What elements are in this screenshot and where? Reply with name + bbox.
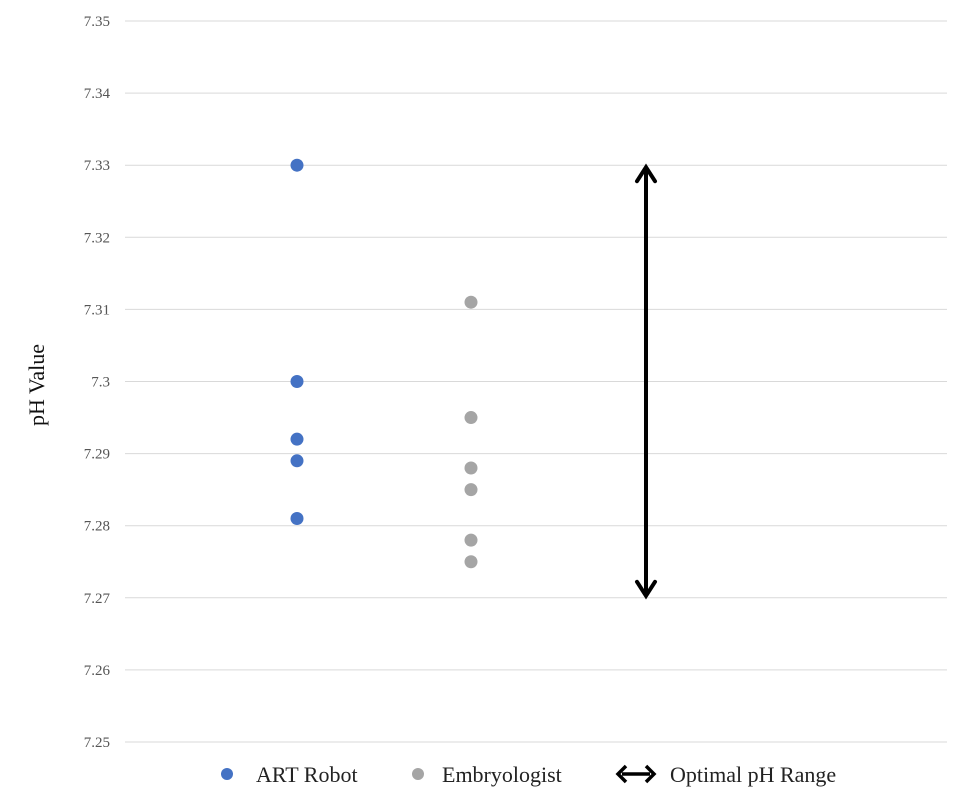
data-point [290,454,304,468]
data-point [290,432,304,446]
data-point [464,533,478,547]
legend-item: Optimal pH Range [615,762,836,787]
y-tick-label: 7.27 [84,591,111,607]
legend-marker [412,768,424,780]
y-tick-label: 7.35 [84,14,110,30]
legend-arrow-head-left [615,764,628,784]
data-point [464,461,478,475]
series-0 [290,158,304,525]
data-point [464,483,478,497]
gridlines [125,20,947,743]
data-point [290,511,304,525]
range-arrow-head-bottom [635,579,657,600]
range-arrow-head-top [635,163,657,184]
legend-item: ART Robot [221,762,358,787]
data-point [464,555,478,569]
y-tick-label: 7.3 [91,375,110,391]
series-1 [464,295,478,569]
y-axis-label: pH Value [24,344,49,426]
legend-label: Optimal pH Range [670,762,836,787]
legend-item: Embryologist [412,762,562,787]
y-tick-label: 7.28 [84,519,110,535]
data-point [290,158,304,172]
legend-marker [221,768,233,780]
y-tick-label: 7.33 [84,158,110,174]
data-point [464,411,478,425]
y-tick-labels: 7.25 7.26 7.27 7.28 7.29 7.3 7.31 7.32 7.33 7.34 7… [84,14,111,751]
data-point [290,375,304,388]
y-tick-label: 7.26 [84,663,111,679]
data-points [290,158,478,569]
legend-arrow-head-right [644,764,657,784]
optimal-range-arrow [635,163,657,600]
y-tick-label: 7.31 [84,302,110,318]
legend-label: ART Robot [256,762,358,787]
y-tick-label: 7.34 [84,86,111,102]
legend-label: Embryologist [442,762,562,787]
data-point [464,295,478,309]
legend: ART Robot Embryologist Optimal pH Range [221,762,836,787]
y-tick-label: 7.25 [84,735,110,751]
y-tick-label: 7.29 [84,447,110,463]
y-tick-label: 7.32 [84,230,110,246]
